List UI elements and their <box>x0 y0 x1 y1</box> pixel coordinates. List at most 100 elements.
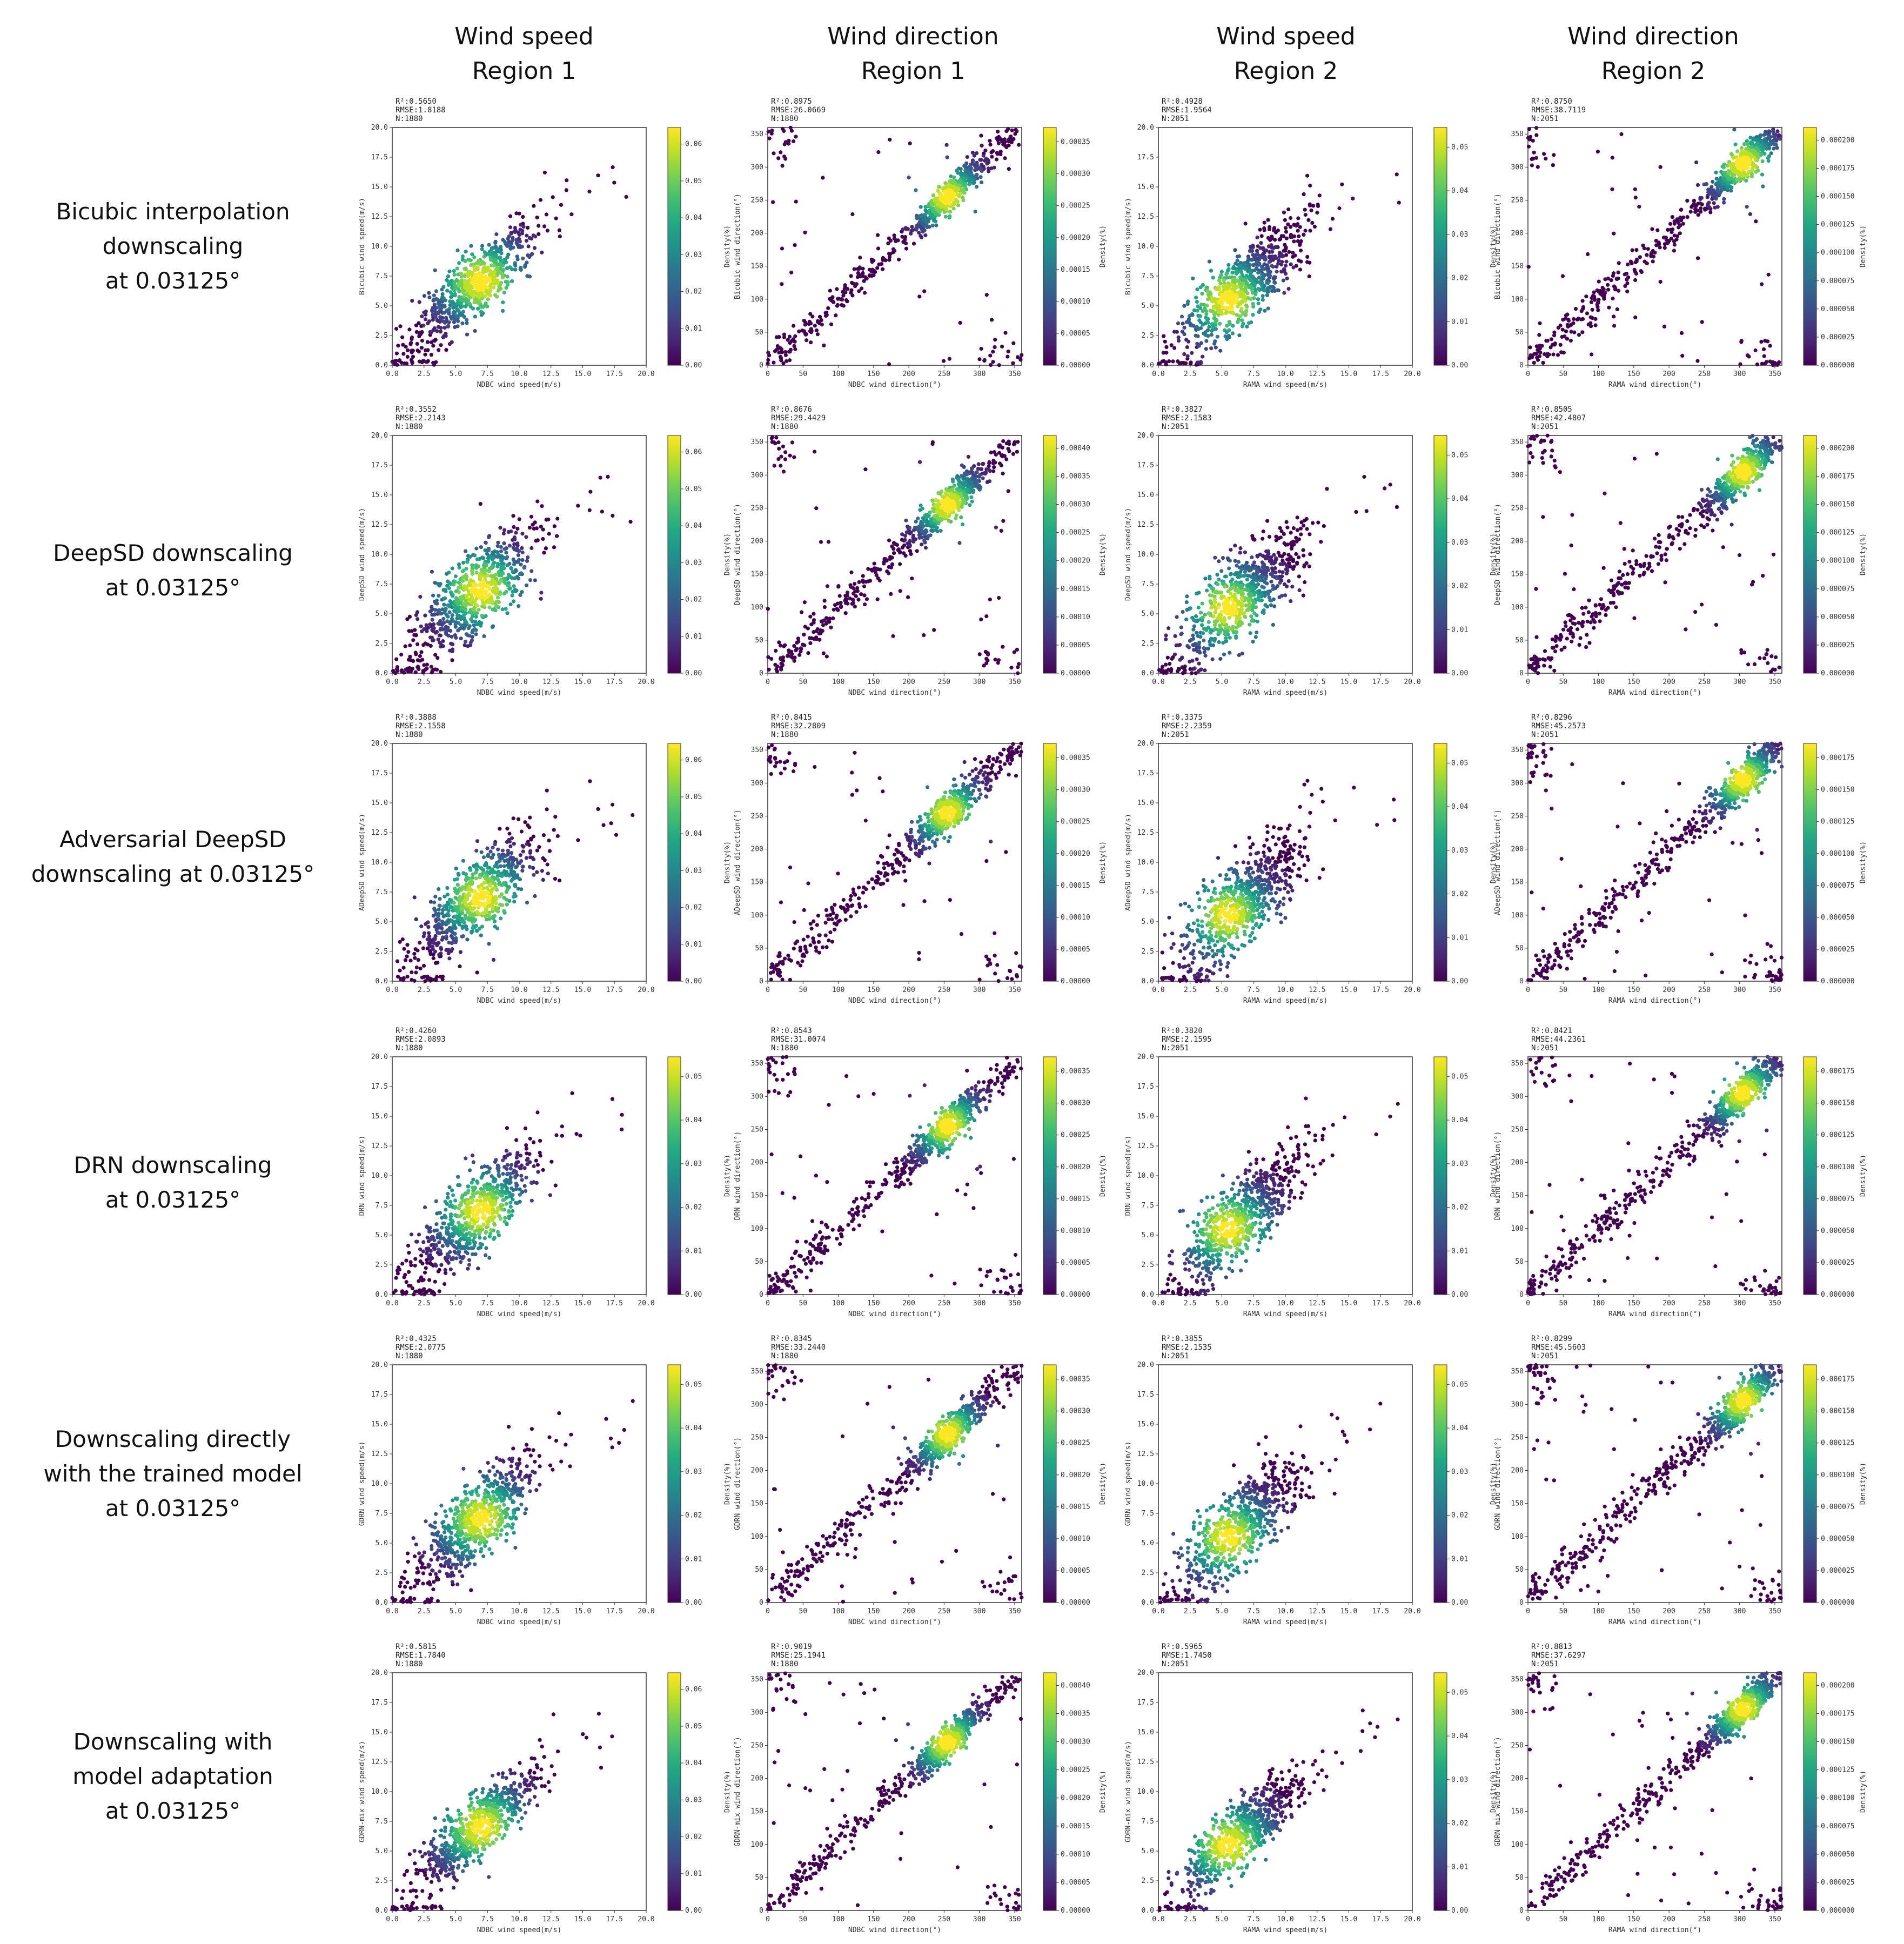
scatter-point <box>479 545 483 549</box>
scatter-point <box>1559 324 1563 327</box>
scatter-point <box>853 267 856 271</box>
scatter-point <box>1199 326 1203 330</box>
scatter-point <box>1740 146 1744 150</box>
n-label: N:2051 <box>1531 115 1559 123</box>
scatter-point <box>1004 457 1008 461</box>
scatter-point <box>792 344 796 348</box>
scatter-point <box>888 138 891 142</box>
scatter-point <box>424 310 428 313</box>
scatter-point <box>808 320 812 324</box>
scatter-point <box>1206 334 1210 338</box>
scatter-point <box>916 517 920 520</box>
scatter-point <box>781 445 785 448</box>
scatter-point <box>908 539 912 543</box>
scatter-point <box>931 193 935 197</box>
y-tick-label: 2.5 <box>376 332 388 340</box>
scatter-point <box>1199 341 1203 345</box>
scatter-point <box>1285 277 1289 280</box>
scatter-point <box>1611 297 1614 300</box>
y-tick-label: 100 <box>751 296 763 304</box>
scatter-point <box>596 173 600 177</box>
scatter-point <box>1227 334 1231 338</box>
scatter-point <box>922 633 926 637</box>
scatter-point <box>513 264 517 267</box>
r2-label: R²:0.4928 <box>1162 97 1203 106</box>
y-tick-label: 20.0 <box>371 432 388 440</box>
scatter-point <box>1585 311 1589 315</box>
scatter-point <box>493 241 497 245</box>
colorbar-tick-label: 0.00025 <box>1061 529 1090 537</box>
scatter-point <box>844 611 848 615</box>
scatter-point <box>1580 330 1584 334</box>
scatter-point <box>984 650 988 654</box>
colorbar <box>1804 128 1816 365</box>
rmse-label: RMSE:29.4429 <box>771 414 826 423</box>
scatter-point <box>512 525 515 529</box>
x-tick-label: 0 <box>766 370 770 378</box>
scatter-point <box>1760 173 1764 177</box>
scatter-point <box>495 565 499 568</box>
scatter-point <box>479 280 483 284</box>
x-tick-label: 15.0 <box>1340 370 1357 378</box>
scatter-point <box>1538 321 1542 325</box>
scatter-point <box>857 580 861 584</box>
scatter-point <box>860 286 863 290</box>
scatter-point <box>473 329 477 333</box>
scatter-point <box>861 574 865 578</box>
scatter-point <box>1274 231 1278 234</box>
scatter-point <box>806 627 810 631</box>
scatter-point <box>625 195 628 199</box>
x-tick-label: 5.0 <box>450 370 462 378</box>
scatter-point <box>1675 238 1679 242</box>
scatter-point <box>1634 196 1638 199</box>
scatter-point <box>539 198 542 202</box>
colorbar-label: Density(%) <box>723 533 732 575</box>
scatter-point <box>904 247 908 251</box>
scatter-point <box>512 599 515 603</box>
scatter-point <box>514 531 518 534</box>
scatter-point <box>1740 339 1744 343</box>
scatter-point <box>817 638 821 642</box>
scatter-point <box>1615 307 1619 311</box>
scatter-point <box>1322 524 1326 528</box>
scatter-point <box>455 266 459 270</box>
scatter-point <box>392 669 395 673</box>
scatter-point <box>932 628 936 632</box>
rmse-label: RMSE:1.9564 <box>1162 106 1212 115</box>
scatter-point <box>426 340 430 344</box>
scatter-point <box>835 607 839 611</box>
x-tick-label: 100 <box>832 370 844 378</box>
scatter-point <box>451 613 454 617</box>
scatter-point <box>519 562 522 566</box>
column-header-direction-region-1: Wind direction Region 1 <box>740 19 1086 89</box>
scatter-point <box>977 462 981 466</box>
scatter-point <box>994 453 998 457</box>
colorbar-tick-label: 0.02 <box>1451 274 1468 283</box>
scatter-point <box>431 618 434 622</box>
scatter-point <box>1261 294 1265 298</box>
scatter-point <box>417 321 420 325</box>
scatter-point <box>955 513 958 517</box>
scatter-point <box>1700 203 1704 206</box>
scatter-point <box>425 667 428 671</box>
colorbar-tick-label: 0.02 <box>685 288 702 296</box>
scatter-point <box>1233 248 1237 252</box>
scatter-point <box>1588 321 1592 325</box>
scatter-point <box>989 143 993 146</box>
scatter-point <box>890 545 894 548</box>
scatter-point <box>910 225 914 229</box>
scatter-point <box>813 450 816 453</box>
scatter-point <box>1164 345 1168 349</box>
scatter-point <box>1577 333 1581 337</box>
scatter-point <box>1594 323 1598 327</box>
scatter-point <box>1532 361 1536 365</box>
scatter-point <box>967 183 971 186</box>
scatter-point <box>1544 157 1547 160</box>
scatter-point <box>789 271 793 274</box>
scatter-point <box>772 361 775 365</box>
y-tick-label: 20.0 <box>371 124 388 132</box>
scatter-point <box>1284 260 1288 264</box>
scatter-point <box>1163 340 1167 344</box>
scatter-point <box>927 514 931 518</box>
